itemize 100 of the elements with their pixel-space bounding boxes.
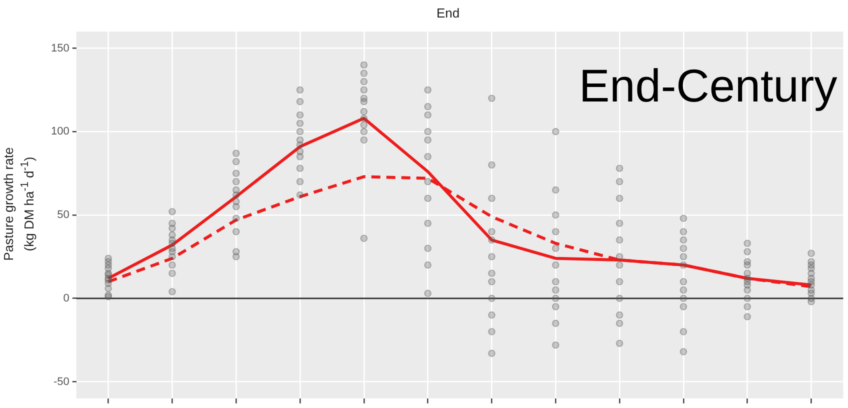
point bbox=[296, 141, 304, 149]
point bbox=[744, 313, 751, 320]
point bbox=[744, 294, 751, 302]
point bbox=[232, 214, 240, 222]
point bbox=[232, 186, 240, 194]
point bbox=[808, 278, 815, 286]
point bbox=[680, 303, 688, 310]
point bbox=[744, 248, 751, 256]
point bbox=[168, 208, 176, 216]
point bbox=[488, 294, 496, 302]
point bbox=[744, 270, 751, 277]
point bbox=[488, 350, 496, 357]
point bbox=[168, 270, 176, 277]
point bbox=[616, 340, 624, 347]
point bbox=[680, 278, 688, 286]
point bbox=[488, 328, 496, 336]
point bbox=[424, 111, 432, 119]
point bbox=[360, 234, 368, 242]
point bbox=[744, 278, 751, 286]
point bbox=[552, 341, 560, 349]
point bbox=[488, 270, 496, 277]
point bbox=[744, 240, 751, 247]
point bbox=[552, 303, 560, 310]
point bbox=[616, 294, 624, 302]
point bbox=[168, 253, 176, 260]
point bbox=[488, 278, 496, 286]
point bbox=[680, 261, 688, 269]
point bbox=[488, 161, 496, 169]
point bbox=[488, 94, 496, 102]
point bbox=[616, 164, 624, 172]
point bbox=[424, 244, 432, 252]
point bbox=[168, 288, 176, 296]
point bbox=[296, 178, 304, 186]
point bbox=[744, 286, 751, 294]
point bbox=[296, 191, 304, 199]
point bbox=[232, 253, 240, 260]
point bbox=[616, 253, 624, 260]
point bbox=[360, 61, 368, 69]
point bbox=[360, 114, 368, 122]
y-tick-label: 50 bbox=[57, 209, 70, 222]
point bbox=[744, 303, 751, 310]
point bbox=[680, 228, 688, 236]
point bbox=[296, 128, 304, 136]
point bbox=[168, 244, 176, 252]
point bbox=[424, 178, 432, 186]
point bbox=[296, 164, 304, 172]
point bbox=[680, 244, 688, 252]
point bbox=[296, 153, 304, 160]
point bbox=[424, 220, 432, 227]
point bbox=[296, 98, 304, 106]
point bbox=[616, 220, 624, 227]
point bbox=[360, 128, 368, 136]
point bbox=[296, 86, 304, 94]
point bbox=[424, 194, 432, 202]
point bbox=[232, 150, 240, 157]
point bbox=[552, 294, 560, 302]
point bbox=[232, 203, 240, 210]
point bbox=[552, 278, 560, 286]
point bbox=[360, 86, 368, 94]
point bbox=[808, 250, 815, 257]
y-tick-label: 0 bbox=[63, 292, 70, 304]
point bbox=[808, 298, 815, 306]
point bbox=[552, 261, 560, 269]
point bbox=[168, 231, 176, 239]
point bbox=[360, 94, 368, 102]
point bbox=[232, 158, 240, 166]
point bbox=[488, 228, 496, 236]
point bbox=[104, 264, 112, 272]
point bbox=[232, 228, 240, 236]
point bbox=[616, 178, 624, 186]
point bbox=[296, 120, 304, 127]
point bbox=[104, 258, 112, 266]
point bbox=[552, 128, 560, 136]
point bbox=[232, 170, 240, 177]
point bbox=[616, 261, 624, 269]
point bbox=[360, 70, 368, 77]
point bbox=[616, 278, 624, 286]
point bbox=[360, 108, 368, 116]
point bbox=[424, 290, 432, 297]
point bbox=[680, 294, 688, 302]
point bbox=[104, 284, 112, 292]
point bbox=[360, 78, 368, 86]
point bbox=[680, 348, 688, 356]
point bbox=[552, 211, 560, 219]
point bbox=[488, 194, 496, 202]
point bbox=[424, 136, 432, 144]
point bbox=[232, 178, 240, 186]
point bbox=[808, 270, 815, 277]
point bbox=[552, 228, 560, 236]
point bbox=[680, 286, 688, 294]
y-tick-label: -50 bbox=[53, 376, 70, 388]
point bbox=[616, 311, 624, 319]
point bbox=[552, 186, 560, 194]
point bbox=[424, 128, 432, 136]
point bbox=[680, 236, 688, 244]
point bbox=[488, 236, 496, 244]
chart-title: End bbox=[436, 5, 460, 20]
point bbox=[552, 286, 560, 294]
point bbox=[616, 194, 624, 202]
point bbox=[680, 214, 688, 222]
